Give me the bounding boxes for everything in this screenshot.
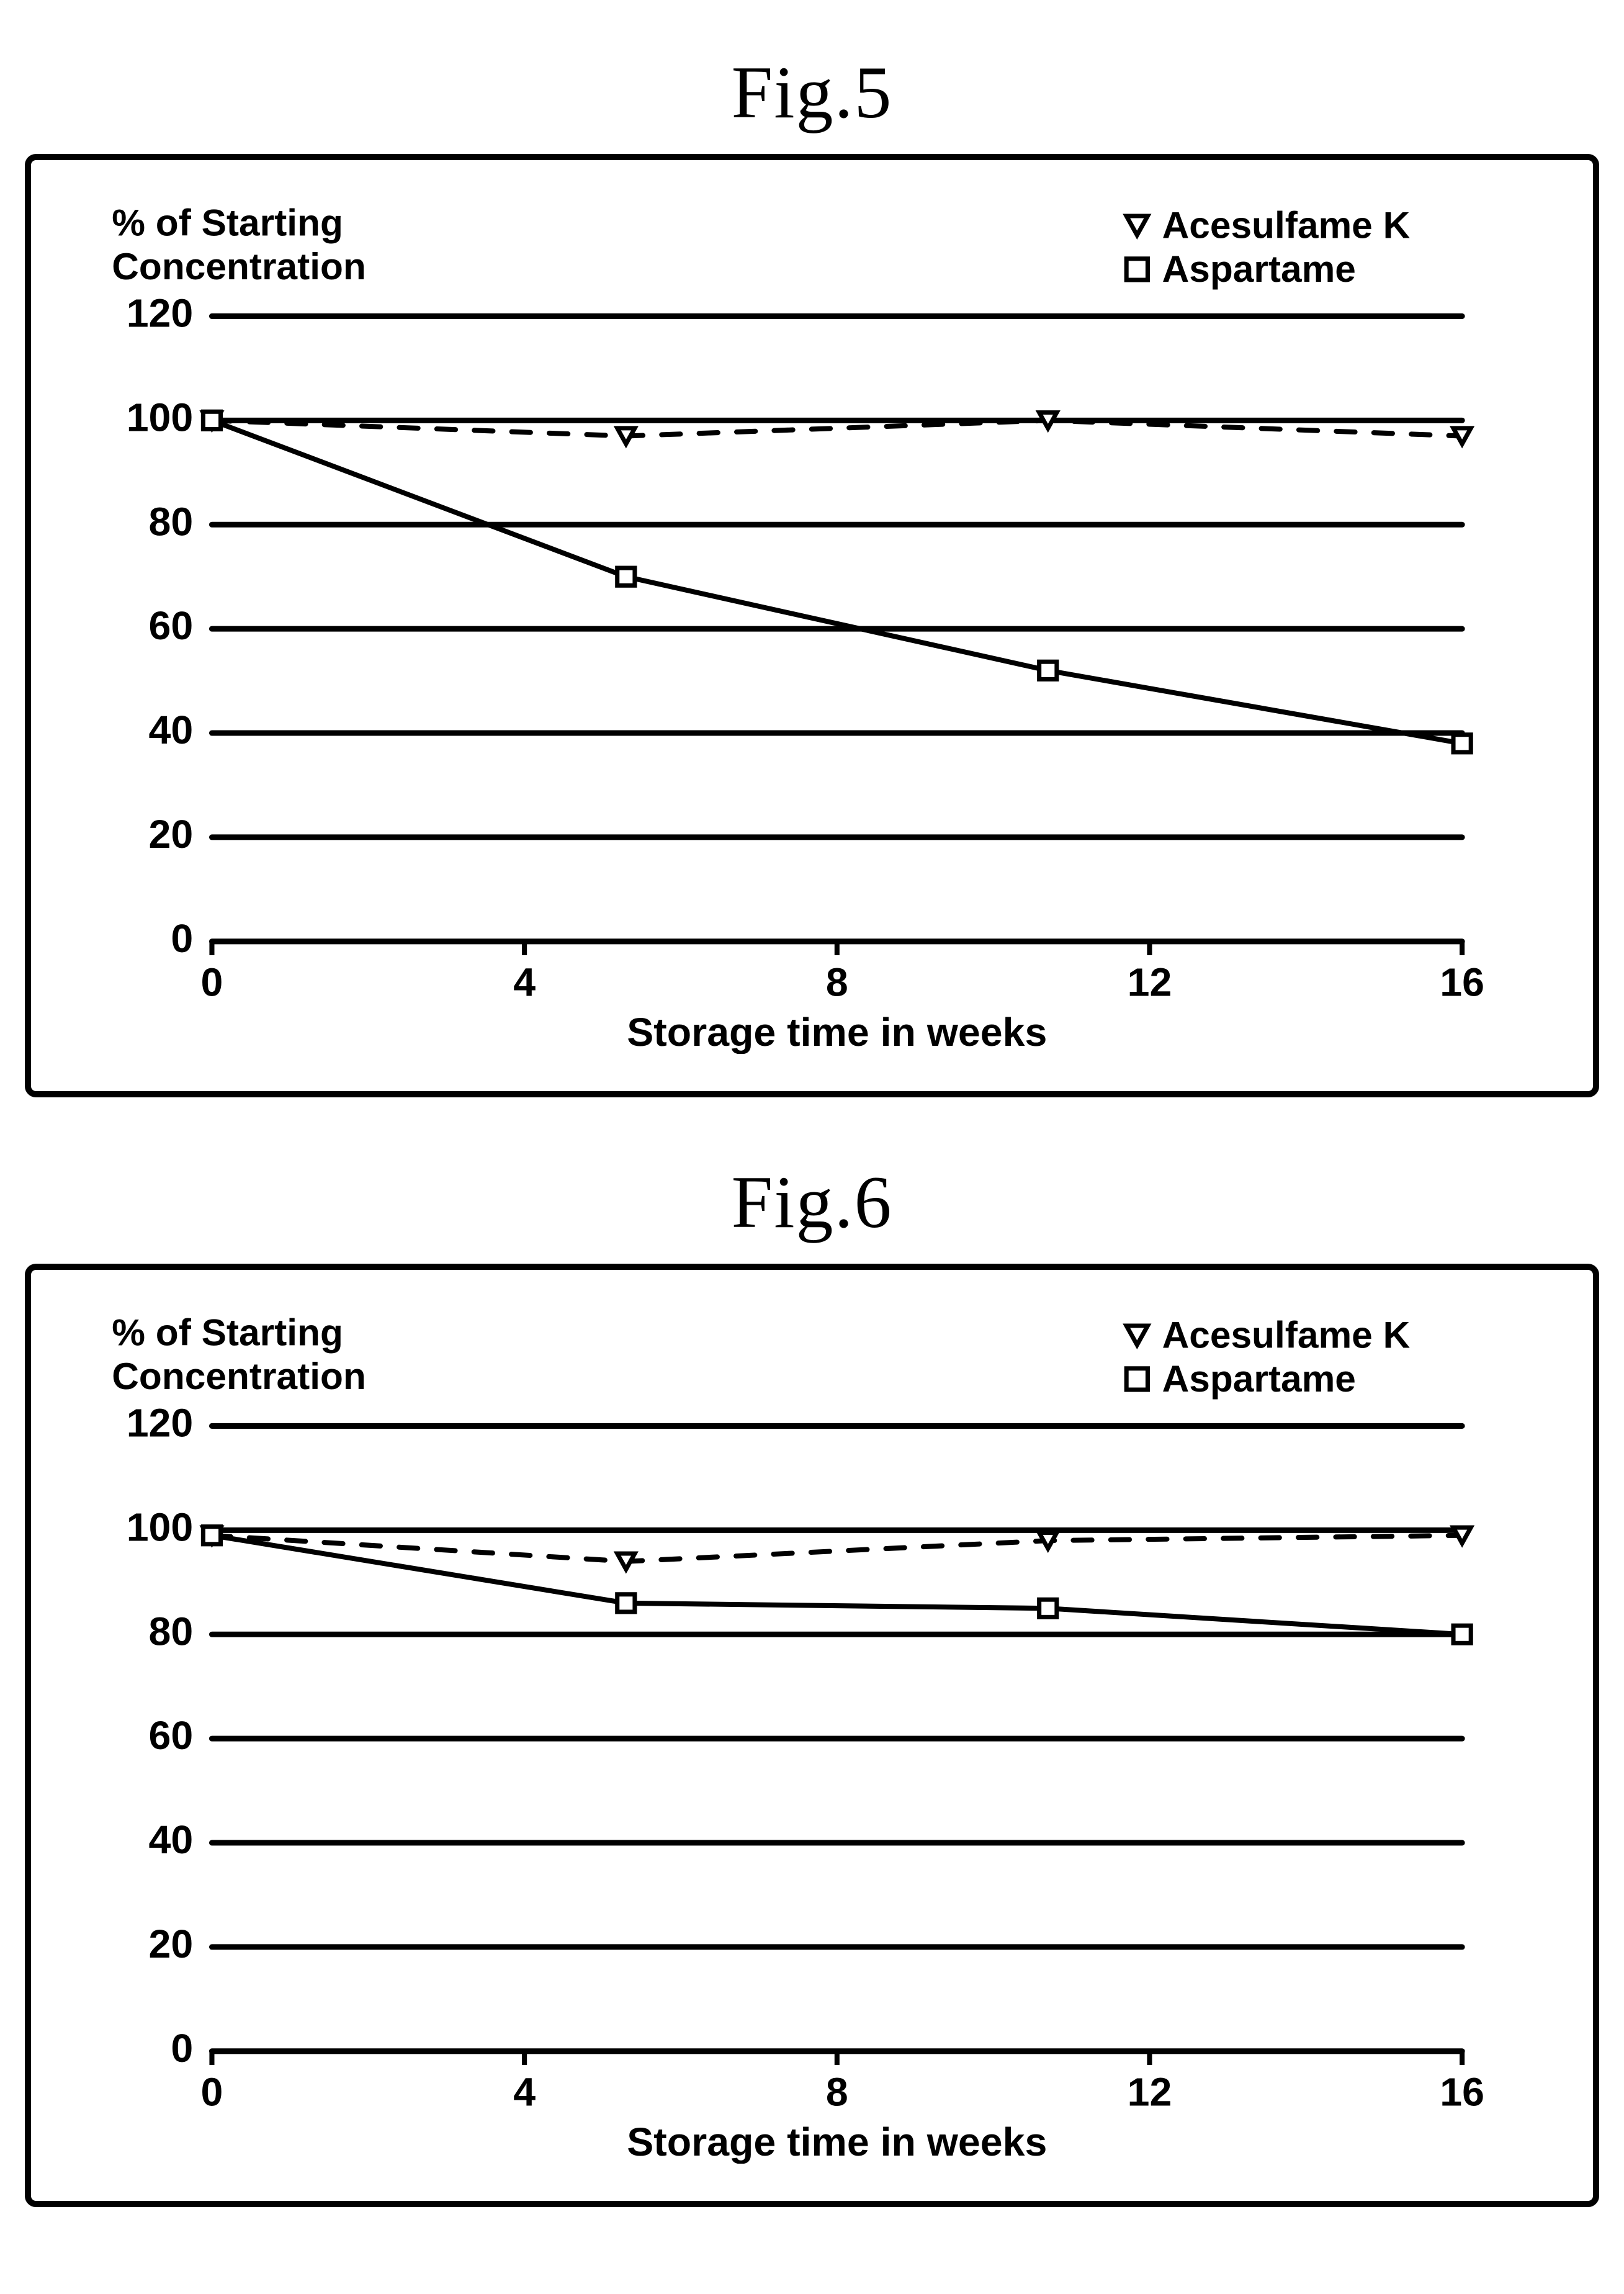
y-tick-label: 100 — [127, 395, 194, 439]
x-tick-label: 16 — [1440, 2069, 1484, 2114]
x-tick-label: 8 — [826, 2069, 848, 2114]
y-tick-label: 100 — [127, 1505, 194, 1549]
series-marker-square — [617, 568, 635, 585]
y-tick-label: 80 — [149, 499, 194, 544]
legend-label-0: Acesulfame K — [1162, 1314, 1411, 1356]
x-axis-label: Storage time in weeks — [627, 1010, 1047, 1054]
y-axis-label-line1: % of Starting — [112, 1311, 343, 1353]
figure6-chart-box: % of StartingConcentration Acesulfame KAs… — [25, 1264, 1599, 2207]
series-marker-triangle — [1039, 413, 1057, 428]
figure5-chart: % of StartingConcentration Acesulfame KAs… — [87, 191, 1537, 1054]
legend-marker-triangle — [1126, 1326, 1147, 1345]
y-tick-label: 40 — [149, 708, 194, 752]
x-tick-label: 16 — [1440, 960, 1484, 1004]
y-tick-label: 20 — [149, 812, 194, 857]
y-tick-label: 120 — [127, 1401, 194, 1446]
figure6-chart: % of StartingConcentration Acesulfame KAs… — [87, 1301, 1537, 2164]
legend-label-1: Aspartame — [1162, 1357, 1356, 1400]
y-tick-label: 60 — [149, 1713, 194, 1758]
y-tick-label: 0 — [171, 2026, 193, 2071]
series-marker-square — [1039, 1599, 1057, 1617]
legend-marker-square — [1126, 259, 1147, 280]
series-marker-triangle — [617, 428, 635, 444]
series-marker-square — [1453, 735, 1471, 752]
legend-label-1: Aspartame — [1162, 248, 1356, 290]
series-line-aspartame — [212, 420, 1462, 743]
series-marker-triangle — [1453, 428, 1471, 444]
y-tick-label: 20 — [149, 1922, 194, 1966]
x-tick-label: 12 — [1128, 960, 1172, 1004]
legend-marker-square — [1126, 1369, 1147, 1390]
x-tick-label: 0 — [201, 2069, 223, 2114]
x-tick-label: 12 — [1128, 2069, 1172, 2114]
series-marker-square — [1453, 1626, 1471, 1643]
x-tick-label: 0 — [201, 960, 223, 1004]
figure5-chart-box: % of StartingConcentration Acesulfame KAs… — [25, 154, 1599, 1097]
series-marker-triangle — [617, 1554, 635, 1569]
y-tick-label: 120 — [127, 290, 194, 335]
y-axis-label-line1: % of Starting — [112, 201, 343, 243]
y-tick-label: 60 — [149, 603, 194, 648]
series-marker-square — [203, 1527, 220, 1544]
x-tick-label: 8 — [826, 960, 848, 1004]
y-tick-label: 40 — [149, 1817, 194, 1862]
legend-marker-triangle — [1126, 216, 1147, 235]
y-axis-label-line2: Concentration — [112, 245, 366, 287]
figure6-title: Fig.6 — [25, 1159, 1599, 1245]
legend-label-0: Acesulfame K — [1162, 204, 1411, 246]
series-marker-square — [617, 1595, 635, 1612]
y-tick-label: 0 — [171, 916, 193, 961]
series-line-aspartame — [212, 1536, 1462, 1634]
y-tick-label: 80 — [149, 1609, 194, 1653]
figure5-title: Fig.5 — [25, 50, 1599, 135]
x-tick-label: 4 — [513, 960, 536, 1004]
x-tick-label: 4 — [513, 2069, 536, 2114]
series-marker-triangle — [1039, 1533, 1057, 1549]
series-marker-square — [1039, 662, 1057, 679]
series-marker-triangle — [1453, 1527, 1471, 1543]
page: Fig.5 % of StartingConcentrationAcesulfa… — [25, 50, 1599, 2207]
series-marker-square — [203, 412, 220, 429]
series-line-acesulfame-k — [212, 1536, 1462, 1562]
x-axis-label: Storage time in weeks — [627, 2120, 1047, 2164]
y-axis-label-line2: Concentration — [112, 1355, 366, 1397]
